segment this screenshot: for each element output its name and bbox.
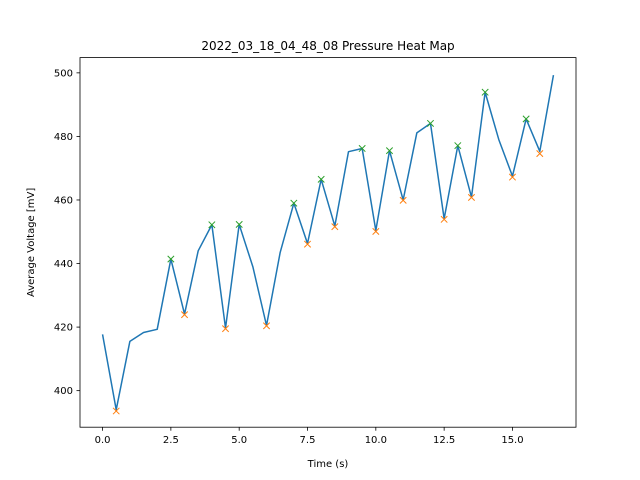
x-tick-label: 0.0 — [95, 435, 111, 446]
voltage-line — [101, 74, 555, 411]
trough-marker — [372, 227, 380, 235]
trough-marker — [536, 150, 544, 158]
y-axis-ticks: 400 420 440 460 480 500 — [54, 68, 80, 397]
peak-marker — [208, 221, 216, 229]
peak-marker — [358, 144, 366, 153]
trough-marker — [331, 223, 339, 231]
peak-marker — [426, 119, 435, 127]
peak-marker — [454, 142, 462, 150]
trough-marker — [399, 196, 407, 204]
series-layer — [101, 74, 555, 415]
x-tick-label: 7.5 — [300, 435, 316, 446]
trough-marker — [440, 215, 448, 223]
peak-marker — [481, 88, 489, 96]
peak-marker — [290, 199, 298, 207]
x-tick-label: 2.5 — [163, 435, 179, 446]
x-tick-label: 15.0 — [501, 435, 523, 446]
peak-marker — [167, 255, 175, 263]
chart-title: 2022_03_18_04_48_08 Pressure Heat Map — [201, 39, 454, 53]
trough-marker — [180, 311, 189, 319]
plot-frame — [79, 57, 577, 428]
trough-marker — [262, 322, 271, 330]
trough-marker — [508, 173, 517, 181]
trough-marker — [467, 193, 476, 201]
peak-marker — [385, 147, 394, 155]
peak-marker — [317, 175, 325, 183]
y-tick-label: 460 — [54, 195, 73, 206]
y-axis-label: Average Voltage [mV] — [26, 188, 37, 297]
y-tick-label: 480 — [54, 132, 73, 143]
x-axis-label: Time (s) — [307, 459, 349, 470]
y-tick-label: 500 — [54, 68, 73, 79]
peak-marker — [522, 115, 530, 123]
peak-marker — [235, 220, 243, 228]
x-axis-ticks: 0.0 2.5 5.0 7.5 10.0 12.5 15.0 — [95, 427, 524, 446]
y-tick-label: 420 — [54, 323, 73, 334]
trough-marker — [112, 407, 120, 415]
x-tick-label: 5.0 — [231, 435, 247, 446]
trough-marker — [303, 240, 312, 248]
x-tick-label: 12.5 — [433, 435, 455, 446]
trough-marker — [221, 325, 230, 333]
x-tick-label: 10.0 — [365, 435, 387, 446]
y-tick-label: 440 — [54, 259, 73, 270]
y-tick-label: 400 — [54, 386, 73, 397]
plot-area — [80, 57, 576, 428]
